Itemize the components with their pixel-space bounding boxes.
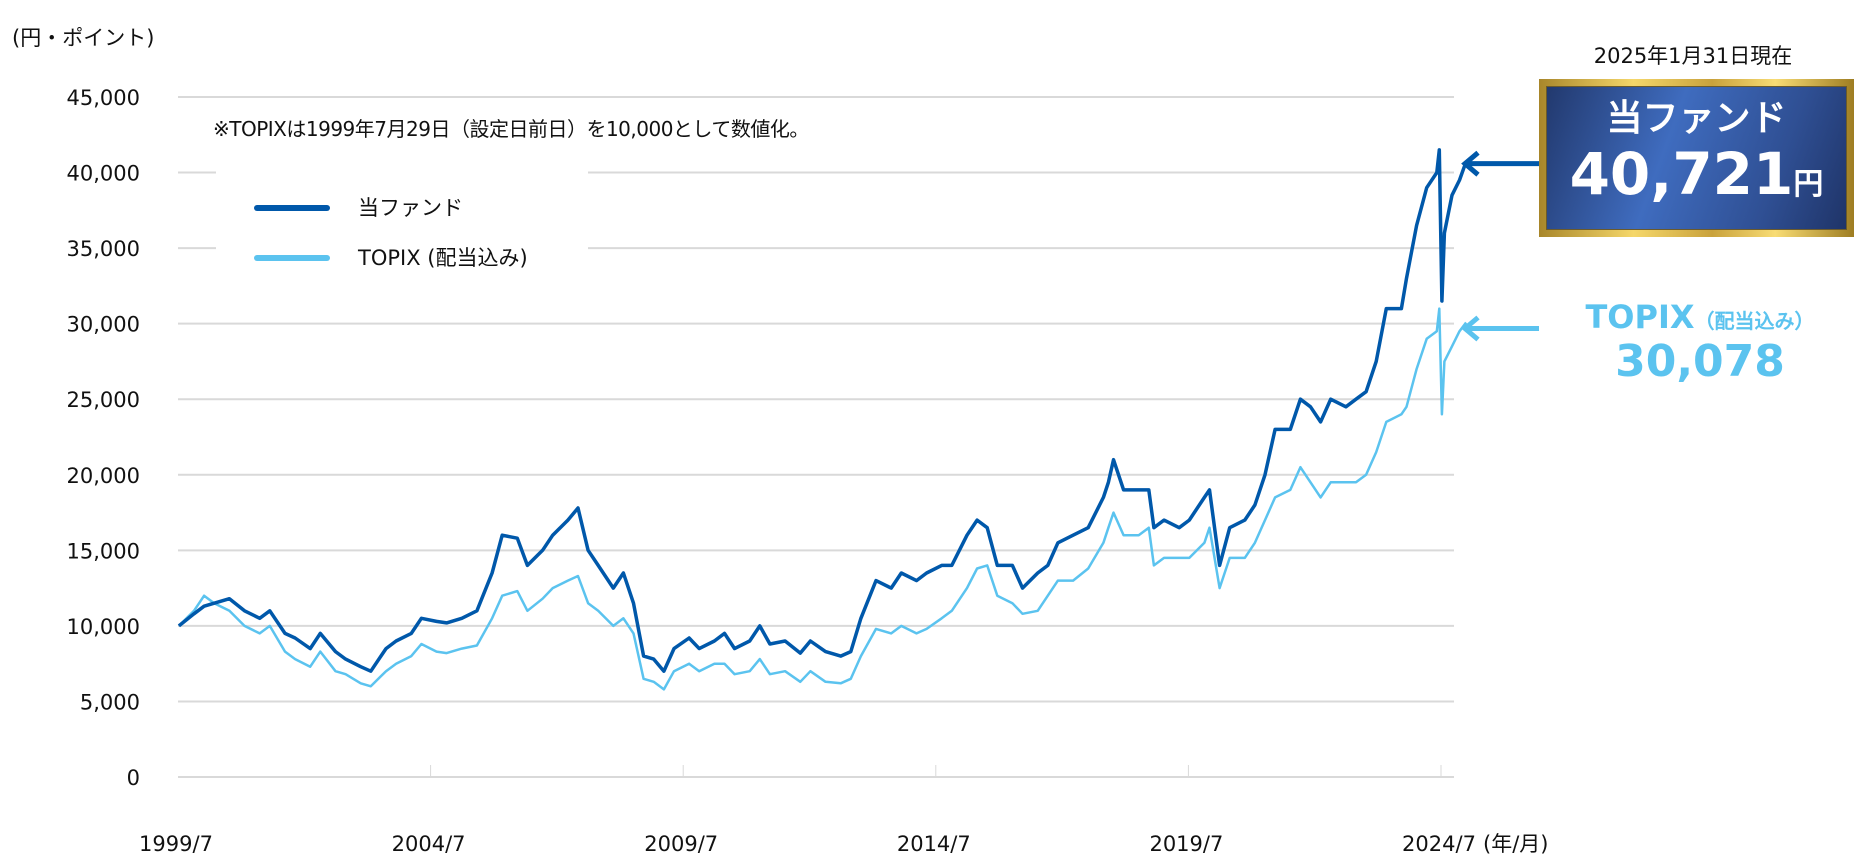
legend: 当ファンド TOPIX (配当込み) [216, 170, 588, 285]
fund-title: 当ファンド [1606, 98, 1787, 139]
y-tick-label: 45,000 [67, 86, 140, 110]
x-tick-label: 2024/7 [1402, 832, 1476, 856]
as-of-date: 2025年1月31日現在 [1593, 44, 1793, 68]
y-tick-label: 25,000 [67, 388, 140, 412]
topix-value: 30,078 [1615, 336, 1785, 387]
fund-unit: 円 [1793, 167, 1824, 202]
y-axis-title: (円・ポイント) [12, 26, 155, 50]
x-tick-label: 1999/7 [139, 832, 213, 856]
legend-label-fund: 当ファンド [358, 196, 463, 220]
y-tick-label: 35,000 [67, 237, 140, 261]
y-tick-label: 10,000 [67, 615, 140, 639]
y-tick-label: 5,000 [80, 690, 140, 714]
fund-value: 40,721 [1569, 140, 1794, 208]
x-axis-unit: (年/月) [1483, 832, 1548, 856]
fund-value-box: 当ファンド 40,721円 [1539, 79, 1854, 237]
fund-arrow-head-icon [1461, 150, 1480, 177]
chart-note: ※TOPIXは1999年7月29日（設定日前日）を10,000として数値化。 [213, 117, 809, 141]
x-tick-label: 2009/7 [644, 832, 718, 856]
legend-swatch-fund [254, 205, 330, 211]
topix-arrow-head-icon [1461, 315, 1480, 342]
series-line-fund [177, 148, 1468, 673]
series-line-topix [178, 307, 1468, 691]
x-tick-label: 2004/7 [392, 832, 466, 856]
y-tick-label: 30,000 [67, 313, 140, 337]
y-tick-label: 20,000 [67, 464, 140, 488]
topix-title: TOPIX（配当込み） [1560, 298, 1840, 336]
y-tick-label: 0 [127, 766, 140, 790]
y-tick-label: 40,000 [67, 162, 140, 186]
y-tick-label: 15,000 [67, 539, 140, 563]
legend-swatch-topix [254, 255, 330, 261]
x-tick-label: 2014/7 [897, 832, 971, 856]
topix-title-sub: （配当込み） [1694, 309, 1815, 333]
legend-label-topix: TOPIX (配当込み) [358, 246, 528, 270]
topix-title-main: TOPIX [1585, 298, 1695, 336]
x-tick-label: 2019/7 [1149, 832, 1223, 856]
